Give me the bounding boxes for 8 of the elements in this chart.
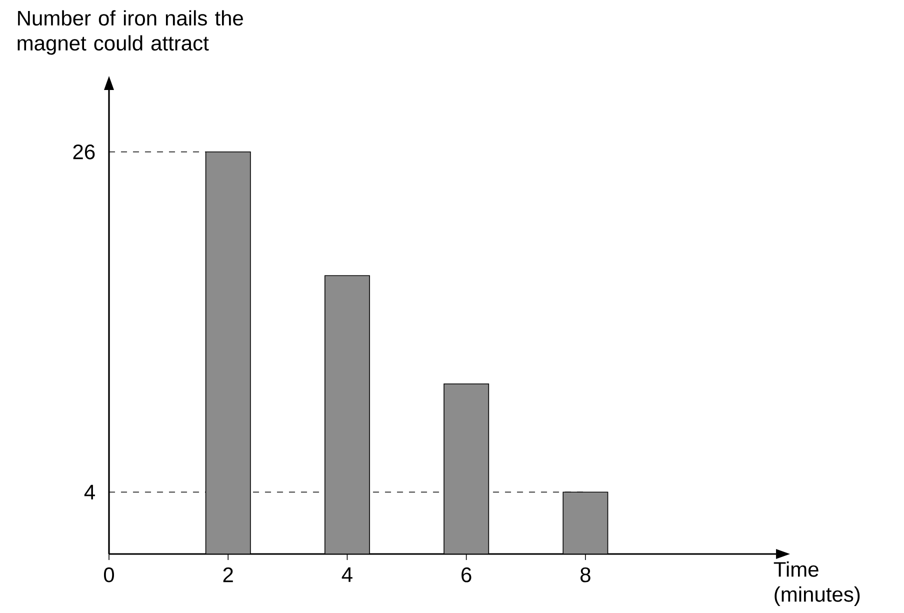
x-tick-label: 8 bbox=[580, 567, 590, 582]
y-axis-title: Number of iron nails the magnet could attract bbox=[18, 10, 243, 55]
x-tick-label: 6 bbox=[462, 567, 472, 582]
x-tick-label: 4 bbox=[342, 567, 352, 582]
x-tick-label: 0 bbox=[104, 567, 114, 582]
y-tick-label: 26 bbox=[73, 144, 95, 160]
x-axis-title: Time (minutes) bbox=[774, 561, 860, 606]
x-tick-label: 2 bbox=[223, 567, 233, 582]
